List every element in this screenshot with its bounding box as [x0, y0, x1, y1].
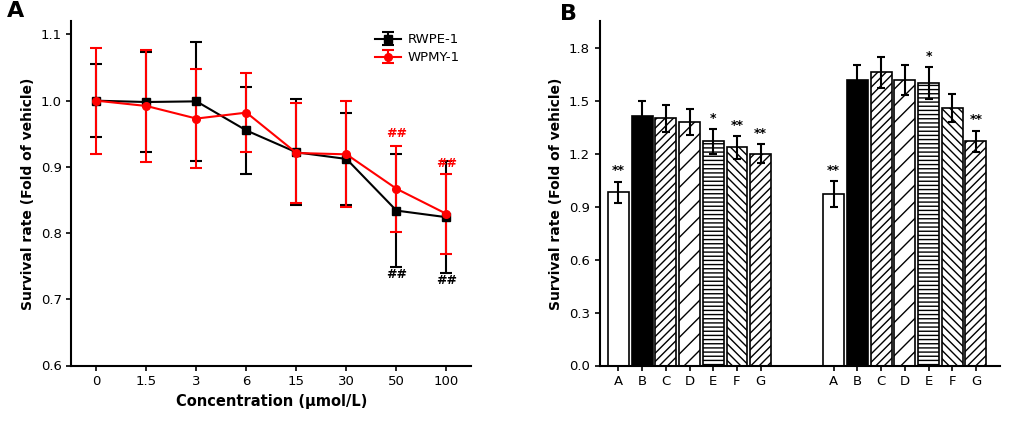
Y-axis label: Survival rate (Fold of vehicle): Survival rate (Fold of vehicle) [548, 77, 562, 309]
Bar [870, 72, 891, 366]
Y-axis label: Survival rate (Fold of vehicle): Survival rate (Fold of vehicle) [21, 77, 35, 309]
Bar [631, 116, 652, 366]
Legend: RWPE-1, WPMY-1: RWPE-1, WPMY-1 [369, 28, 465, 70]
Bar [607, 193, 629, 366]
Text: **: ** [730, 119, 743, 132]
Bar [750, 154, 770, 366]
Bar [702, 141, 722, 366]
Text: **: ** [611, 164, 625, 178]
Text: *: * [709, 111, 715, 125]
Bar [941, 108, 962, 366]
Bar [822, 194, 844, 366]
Text: B: B [559, 4, 576, 24]
X-axis label: Concentration (μmol/L): Concentration (μmol/L) [175, 394, 367, 409]
Bar [917, 83, 938, 366]
Text: A: A [7, 0, 24, 20]
Bar [965, 141, 985, 366]
Bar [655, 118, 676, 366]
Text: *: * [924, 50, 930, 63]
Text: ##: ## [435, 156, 457, 170]
Text: **: ** [968, 113, 981, 126]
Bar [846, 79, 867, 366]
Bar [894, 79, 914, 366]
Bar [679, 122, 699, 366]
Text: ##: ## [385, 128, 407, 140]
Text: **: ** [826, 164, 840, 177]
Bar [726, 147, 747, 366]
Text: ##: ## [385, 267, 407, 280]
Text: **: ** [753, 127, 766, 139]
Text: ##: ## [435, 274, 457, 287]
